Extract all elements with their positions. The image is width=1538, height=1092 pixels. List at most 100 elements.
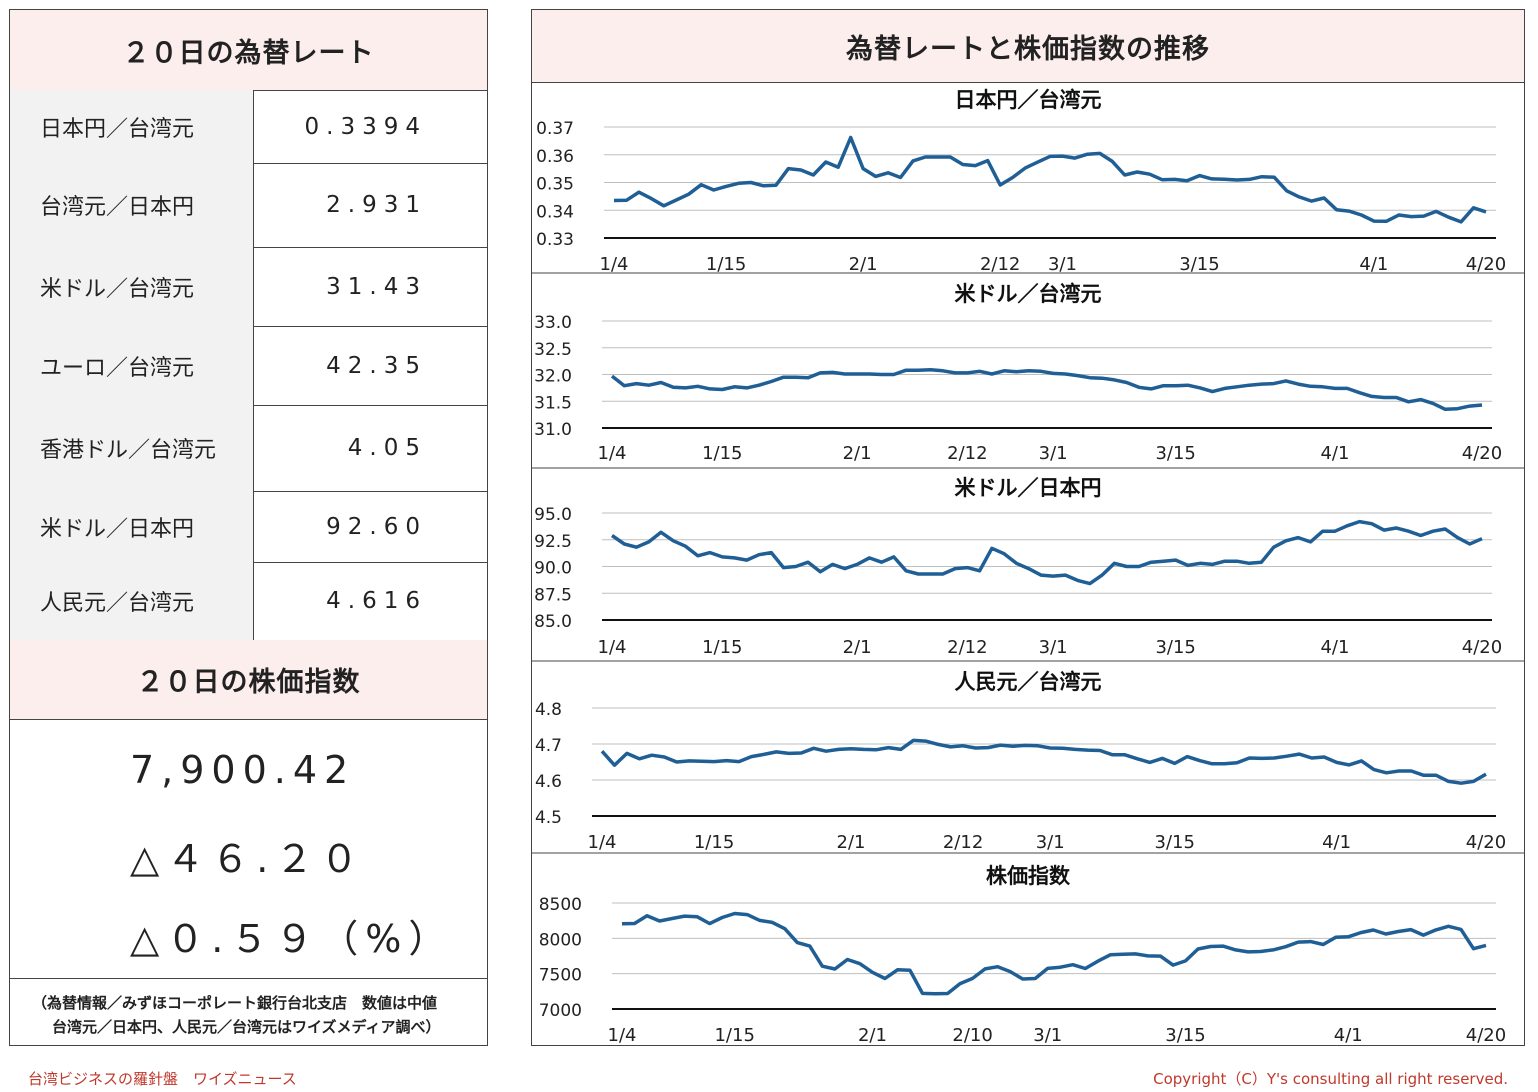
x-tick-label: 1/15 [714,1025,754,1045]
series-line [613,135,1487,224]
stock-index-change: △４６.２０ [130,837,366,881]
x-tick-label: 4/20 [1462,443,1502,464]
y-tick-label: 4.7 [535,736,562,756]
y-tick-label: 95.0 [534,505,572,525]
rate-value: 0.3394 [304,113,427,140]
x-tick-label: 4/1 [1359,254,1388,275]
y-tick-label: 31.5 [534,393,572,413]
x-tick-label: 2/1 [837,832,866,853]
x-tick-label: 3/1 [1048,254,1077,275]
chart-title: 米ドル／日本円 [955,476,1102,500]
y-tick-label: 90.0 [534,559,572,579]
chart-4: 株価指数 8500 8000 7500 7000 1/4 1/15 2/1 2/10 3/1 3/1… [532,852,1524,1045]
y-tick-label: 7500 [539,966,582,986]
x-tick-label: 2/12 [943,832,983,853]
x-tick-label: 4/20 [1466,254,1506,275]
series-line [600,738,1487,785]
x-tick-label: 3/1 [1039,443,1068,464]
series-line [611,519,1483,586]
y-tick-label: 0.33 [536,230,574,250]
chart-title: 人民元／台湾元 [955,670,1102,694]
series-line [610,367,1483,412]
y-tick-label: 0.37 [536,119,574,139]
y-tick-label: 4.8 [535,700,562,720]
rate-label: 台湾元／日本円 [10,163,254,247]
x-tick-label: 4/1 [1322,832,1351,853]
x-tick-label: 1/4 [598,637,627,658]
rate-value: 2.931 [326,192,427,218]
rate-value: 42.35 [326,352,427,379]
x-tick-label: 3/15 [1155,832,1195,853]
x-tick-label: 3/1 [1039,637,1068,658]
rate-row: 米ドル／日本円 92.60 [10,491,487,563]
x-tick-label: 1/15 [706,254,746,275]
y-tick-label: 92.5 [534,532,572,552]
y-tick-label: 4.6 [535,772,562,792]
x-tick-label: 4/1 [1334,1025,1363,1045]
rate-value: 92.60 [326,513,427,540]
x-tick-label: 1/4 [588,832,617,853]
x-tick-label: 2/12 [947,637,987,658]
x-tick-label: 3/1 [1036,832,1065,853]
note-divider [10,978,487,979]
x-tick-label: 3/15 [1155,443,1195,464]
rate-row: 日本円／台湾元 0.3394 [10,90,487,164]
rate-label: 香港ドル／台湾元 [10,405,254,491]
x-tick-label: 2/1 [843,637,872,658]
x-tick-label: 1/4 [608,1025,637,1045]
y-tick-label: 85.0 [534,612,572,632]
chart-title: 米ドル／台湾元 [955,282,1102,306]
x-tick-label: 1/15 [694,832,734,853]
x-tick-label: 2/1 [843,443,872,464]
stock-title: ２０日の株価指数 [10,640,487,720]
x-tick-label: 1/4 [598,443,627,464]
x-tick-label: 2/10 [952,1025,992,1045]
y-tick-label: 32.0 [534,367,572,387]
charts-title: 為替レートと株価指数の推移 [532,10,1524,83]
chart-2: 米ドル／日本円 95.0 92.5 90.0 87.5 85.0 1/4 1/15 2/1 2/1… [532,467,1524,658]
rate-label: 米ドル／日本円 [10,491,254,562]
x-tick-label: 1/4 [600,254,629,275]
rate-row: 台湾元／日本円 2.931 [10,163,487,248]
y-tick-label: 4.5 [535,808,562,828]
y-tick-label: 33.0 [534,313,572,333]
charts-area: 日本円／台湾元 0.37 0.36 0.35 0.34 0.33 1/4 1/15 2/1 2/1… [532,88,1524,1045]
y-tick-label: 0.34 [536,202,574,222]
y-tick-label: 0.35 [536,175,574,195]
y-tick-label: 31.0 [534,420,572,440]
stock-index-value: 7,900.42 [130,748,356,792]
x-tick-label: 4/20 [1466,832,1506,853]
x-tick-label: 1/15 [702,443,742,464]
right-panel: 為替レートと株価指数の推移 日本円／台湾元 0.37 0.36 0.35 0.34 0.3… [531,9,1525,1046]
chart-3: 人民元／台湾元 4.8 4.7 4.6 4.5 1/4 1/15 2/1 2/12 3/1 3/15… [532,660,1524,853]
rate-value: 4.616 [326,588,427,614]
left-panel: ２０日の為替レート 日本円／台湾元 0.3394 台湾元／日本円 2.931 米… [9,9,488,1046]
x-tick-label: 2/1 [858,1025,887,1045]
chart-title: 日本円／台湾元 [955,88,1102,112]
x-tick-label: 2/12 [947,443,987,464]
x-tick-label: 3/15 [1165,1025,1205,1045]
rate-row: ユーロ／台湾元 42.35 [10,326,487,406]
x-tick-label: 3/1 [1033,1025,1062,1045]
rate-value: 31.43 [326,273,427,300]
footer-copyright: Copyright（C）Y's consulting all right res… [1153,1070,1508,1088]
x-tick-label: 2/12 [980,254,1020,275]
rate-label: 人民元／台湾元 [10,562,254,640]
rate-label: 日本円／台湾元 [10,90,254,163]
chart-1: 米ドル／台湾元 33.0 32.5 32.0 31.5 31.0 1/4 1/15 2/1 2/1… [532,272,1524,464]
x-tick-label: 4/20 [1462,637,1502,658]
y-tick-label: 87.5 [534,585,572,605]
x-tick-label: 4/1 [1320,443,1349,464]
rates-title: ２０日の為替レート [10,10,487,91]
series-line [621,911,1487,996]
x-tick-label: 4/20 [1466,1025,1506,1045]
source-note-line2: 台湾元／日本円、人民元／台湾元はワイズメディア調べ） [52,1018,441,1036]
x-tick-label: 3/15 [1155,637,1195,658]
y-tick-label: 0.36 [536,147,574,167]
y-tick-label: 8000 [539,930,582,950]
x-tick-label: 3/15 [1179,254,1219,275]
rate-row: 米ドル／台湾元 31.43 [10,247,487,327]
rate-row: 人民元／台湾元 4.616 [10,562,487,641]
rate-label: ユーロ／台湾元 [10,326,254,405]
rate-value: 4.05 [347,435,427,461]
